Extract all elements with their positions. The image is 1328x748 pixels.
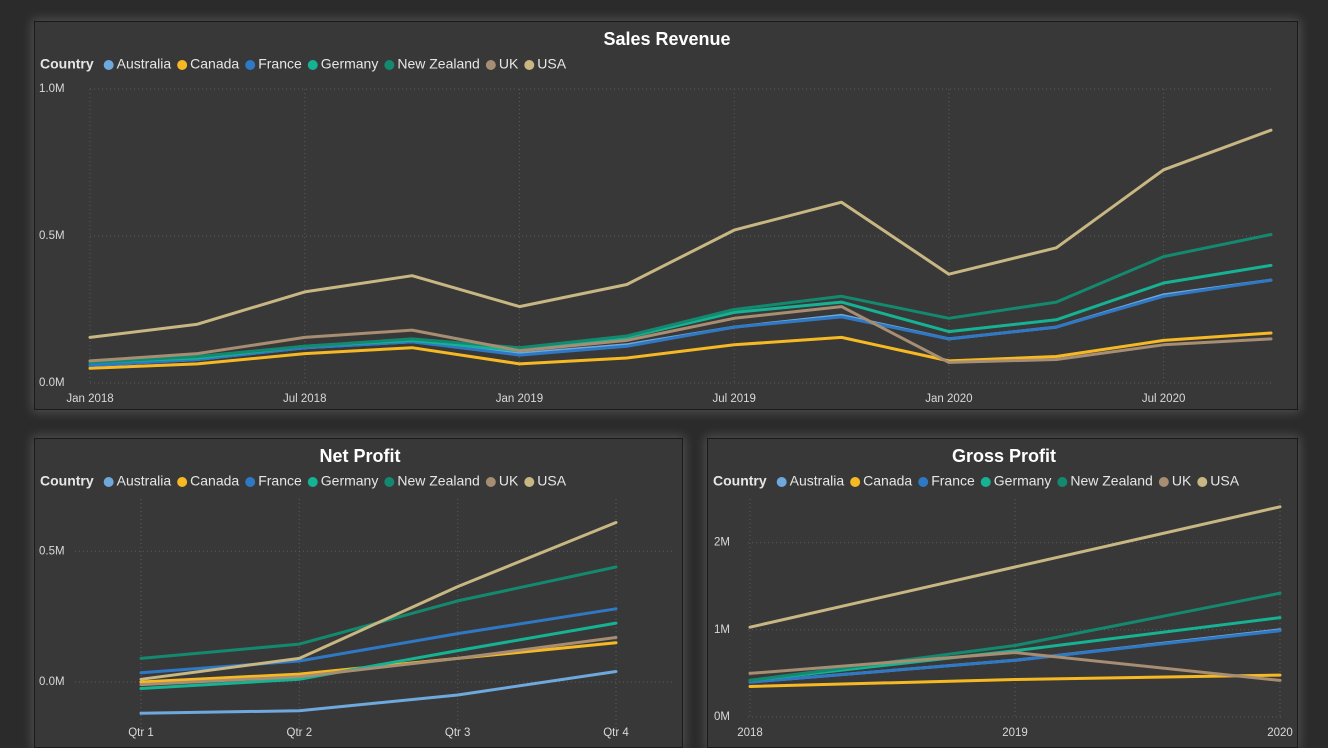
gross-legend-item-france[interactable]: France bbox=[931, 473, 975, 489]
gross-legend-marker-australia bbox=[776, 477, 787, 487]
net-legend-marker-france bbox=[245, 477, 256, 487]
sales-legend-marker-germany bbox=[307, 60, 318, 70]
sales-legend-item-usa[interactable]: USA bbox=[537, 56, 566, 72]
net-series-new-zealand[interactable] bbox=[139, 565, 618, 660]
net-series-uk[interactable] bbox=[139, 636, 618, 687]
sales-legend-marker-france bbox=[245, 60, 256, 70]
gross-legend-item-australia[interactable]: Australia bbox=[790, 473, 845, 489]
sales-legend-item-uk[interactable]: UK bbox=[499, 56, 519, 72]
gross-legend-item-canada[interactable]: Canada bbox=[863, 473, 912, 489]
sales-series-uk[interactable] bbox=[88, 305, 1273, 364]
gross-chart-title: Gross Profit bbox=[952, 446, 1056, 466]
sales-legend-item-france[interactable]: France bbox=[258, 56, 302, 72]
sales-x-tick-label: Jan 2020 bbox=[925, 393, 972, 405]
gross-y-tick-label: 0M bbox=[714, 711, 730, 723]
sales-legend-marker-uk bbox=[485, 60, 496, 70]
gross-series-germany[interactable] bbox=[748, 616, 1282, 682]
net-legend-marker-uk bbox=[485, 477, 496, 487]
sales-legend-title: Country bbox=[40, 56, 94, 72]
sales-legend-item-canada[interactable]: Canada bbox=[190, 56, 239, 72]
sales-series-usa[interactable] bbox=[88, 128, 1273, 339]
sales-y-tick-label: 0.5M bbox=[39, 230, 65, 242]
sales-x-tick-label: Jul 2018 bbox=[283, 393, 326, 405]
net-legend-item-new-zealand[interactable]: New Zealand bbox=[397, 473, 480, 489]
net-legend-item-france[interactable]: France bbox=[258, 473, 302, 489]
gross-legend-marker-uk bbox=[1158, 477, 1169, 487]
sales-series-germany[interactable] bbox=[88, 263, 1273, 364]
gross-legend-marker-usa bbox=[1197, 477, 1208, 487]
sales-legend-marker-new-zealand bbox=[384, 60, 395, 70]
gross-legend-title: Country bbox=[713, 473, 767, 489]
sales-legend-item-germany[interactable]: Germany bbox=[321, 56, 379, 72]
gross-legend-marker-germany bbox=[980, 477, 991, 487]
gross-x-tick-label: 2018 bbox=[737, 727, 763, 739]
gross-series-usa[interactable] bbox=[748, 505, 1282, 629]
sales-series-new-zealand[interactable] bbox=[88, 233, 1273, 364]
gross-legend-item-uk[interactable]: UK bbox=[1172, 473, 1192, 489]
sales-x-tick-label: Jul 2019 bbox=[712, 393, 755, 405]
net-legend-marker-usa bbox=[524, 477, 535, 487]
gross-legend-marker-new-zealand bbox=[1057, 477, 1068, 487]
net-legend-item-australia[interactable]: Australia bbox=[117, 473, 172, 489]
net-x-tick-label: Qtr 1 bbox=[128, 727, 154, 739]
gross-y-tick-label: 2M bbox=[714, 537, 730, 549]
gross-legend-item-usa[interactable]: USA bbox=[1210, 473, 1239, 489]
sales-legend-marker-usa bbox=[524, 60, 535, 70]
net-legend-title: Country bbox=[40, 473, 94, 489]
sales-legend-item-new-zealand[interactable]: New Zealand bbox=[397, 56, 480, 72]
sales-legend-marker-australia bbox=[103, 60, 114, 70]
gross-series-uk[interactable] bbox=[748, 651, 1282, 682]
sales-series-canada[interactable] bbox=[88, 331, 1273, 370]
gross-series-new-zealand[interactable] bbox=[748, 591, 1282, 682]
sales-chart-title: Sales Revenue bbox=[603, 29, 730, 49]
net-series-france[interactable] bbox=[139, 607, 618, 675]
sales-y-tick-label: 0.0M bbox=[39, 377, 65, 389]
net-x-tick-label: Qtr 3 bbox=[445, 727, 471, 739]
gross-profit-chart: Gross Profit Country Australia Canada France… bbox=[713, 446, 1293, 739]
net-series-usa[interactable] bbox=[139, 521, 618, 681]
gross-y-tick-label: 1M bbox=[714, 624, 730, 636]
gross-series-canada[interactable] bbox=[748, 673, 1282, 688]
gross-legend-marker-france bbox=[918, 477, 929, 487]
sales-revenue-panel: Sales Revenue Country Australia Canada Franc… bbox=[34, 21, 1298, 410]
net-x-tick-label: Qtr 4 bbox=[603, 727, 629, 739]
net-legend-item-usa[interactable]: USA bbox=[537, 473, 566, 489]
sales-revenue-chart: Sales Revenue Country Australia Canada Franc… bbox=[39, 29, 1273, 405]
net-x-tick-label: Qtr 2 bbox=[287, 727, 313, 739]
net-legend-marker-australia bbox=[103, 477, 114, 487]
net-profit-panel: Net Profit Country Australia Canada France Ge… bbox=[34, 438, 683, 748]
gross-legend-marker-canada bbox=[850, 477, 861, 487]
sales-x-tick-label: Jan 2019 bbox=[496, 393, 543, 405]
gross-x-tick-label: 2020 bbox=[1267, 727, 1293, 739]
sales-legend-marker-canada bbox=[177, 60, 188, 70]
net-legend-item-canada[interactable]: Canada bbox=[190, 473, 239, 489]
gross-series-france[interactable] bbox=[748, 629, 1282, 684]
sales-legend-item-australia[interactable]: Australia bbox=[117, 56, 172, 72]
gross-legend-item-germany[interactable]: Germany bbox=[994, 473, 1052, 489]
net-legend-marker-germany bbox=[307, 477, 318, 487]
gross-profit-panel: Gross Profit Country Australia Canada France… bbox=[707, 438, 1298, 748]
net-y-tick-label: 0.5M bbox=[39, 545, 65, 557]
net-legend-item-uk[interactable]: UK bbox=[499, 473, 519, 489]
net-series-australia[interactable] bbox=[139, 670, 618, 715]
net-chart-title: Net Profit bbox=[320, 446, 401, 466]
net-legend-marker-canada bbox=[177, 477, 188, 487]
sales-y-tick-label: 1.0M bbox=[39, 83, 65, 95]
net-series-germany[interactable] bbox=[139, 621, 618, 690]
net-legend-marker-new-zealand bbox=[384, 477, 395, 487]
net-y-tick-label: 0.0M bbox=[39, 676, 65, 688]
net-legend-item-germany[interactable]: Germany bbox=[321, 473, 379, 489]
gross-legend-item-new-zealand[interactable]: New Zealand bbox=[1070, 473, 1153, 489]
sales-x-tick-label: Jan 2018 bbox=[66, 393, 113, 405]
net-profit-chart: Net Profit Country Australia Canada France Ge… bbox=[39, 446, 675, 739]
gross-x-tick-label: 2019 bbox=[1002, 727, 1028, 739]
sales-x-tick-label: Jul 2020 bbox=[1142, 393, 1185, 405]
